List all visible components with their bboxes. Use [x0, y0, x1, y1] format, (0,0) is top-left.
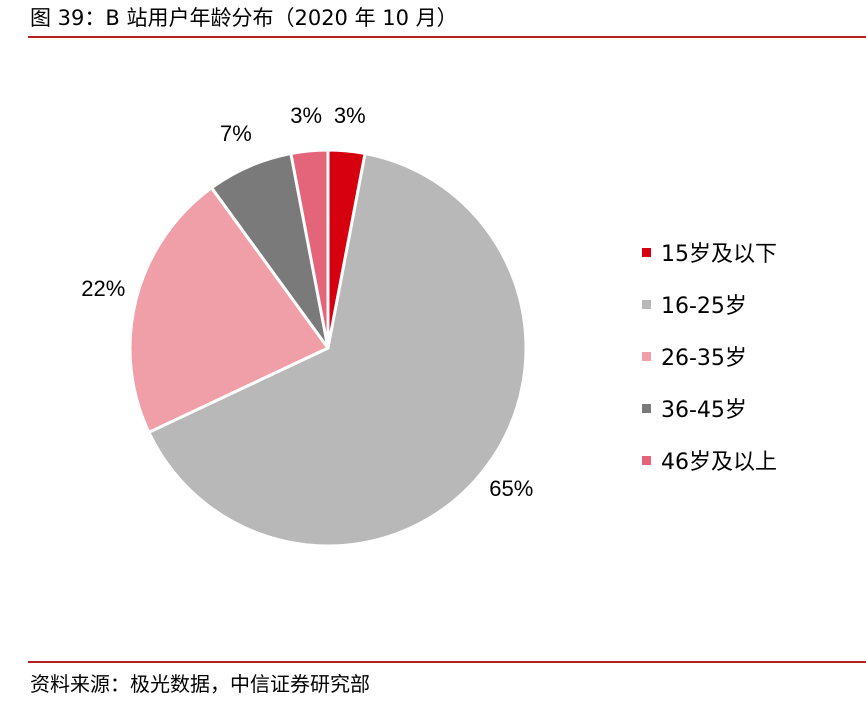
data-label-26-35: 22%: [81, 276, 125, 301]
legend-swatch: [642, 247, 651, 257]
data-label-under-15: 3%: [334, 103, 366, 128]
legend-item-16-25: 16-25岁: [642, 278, 777, 330]
legend-swatch: [642, 299, 651, 309]
legend-swatch: [642, 455, 651, 465]
pie-slice-16-25: [147, 152, 528, 548]
legend-label: 16-25岁: [661, 294, 747, 319]
legend-label: 26-35岁: [661, 346, 747, 371]
chart-legend: 15岁及以下 16-25岁 26-35岁 36-45岁 46岁及以上: [642, 226, 777, 486]
legend-item-36-45: 36-45岁: [642, 382, 777, 434]
data-label-36-45: 7%: [220, 121, 252, 146]
legend-item-under-15: 15岁及以下: [642, 226, 777, 278]
chart-title: 图 39：B 站用户年龄分布（2020 年 10 月）: [30, 6, 458, 30]
data-label-16-25: 65%: [489, 476, 533, 501]
data-label-46-plus: 3%: [290, 103, 322, 128]
source-note: 资料来源：极光数据，中信证券研究部: [30, 672, 370, 696]
title-divider: [28, 36, 866, 38]
legend-item-26-35: 26-35岁: [642, 330, 777, 382]
legend-swatch: [642, 403, 651, 413]
legend-item-46-plus: 46岁及以上: [642, 434, 777, 486]
source-divider: [28, 661, 866, 663]
legend-swatch: [642, 351, 651, 361]
legend-label: 15岁及以下: [661, 242, 777, 267]
legend-label: 36-45岁: [661, 398, 747, 423]
legend-label: 46岁及以上: [661, 450, 777, 475]
pie-slice-26-35: [128, 186, 330, 434]
pie-slice-46-plus: [289, 148, 330, 350]
